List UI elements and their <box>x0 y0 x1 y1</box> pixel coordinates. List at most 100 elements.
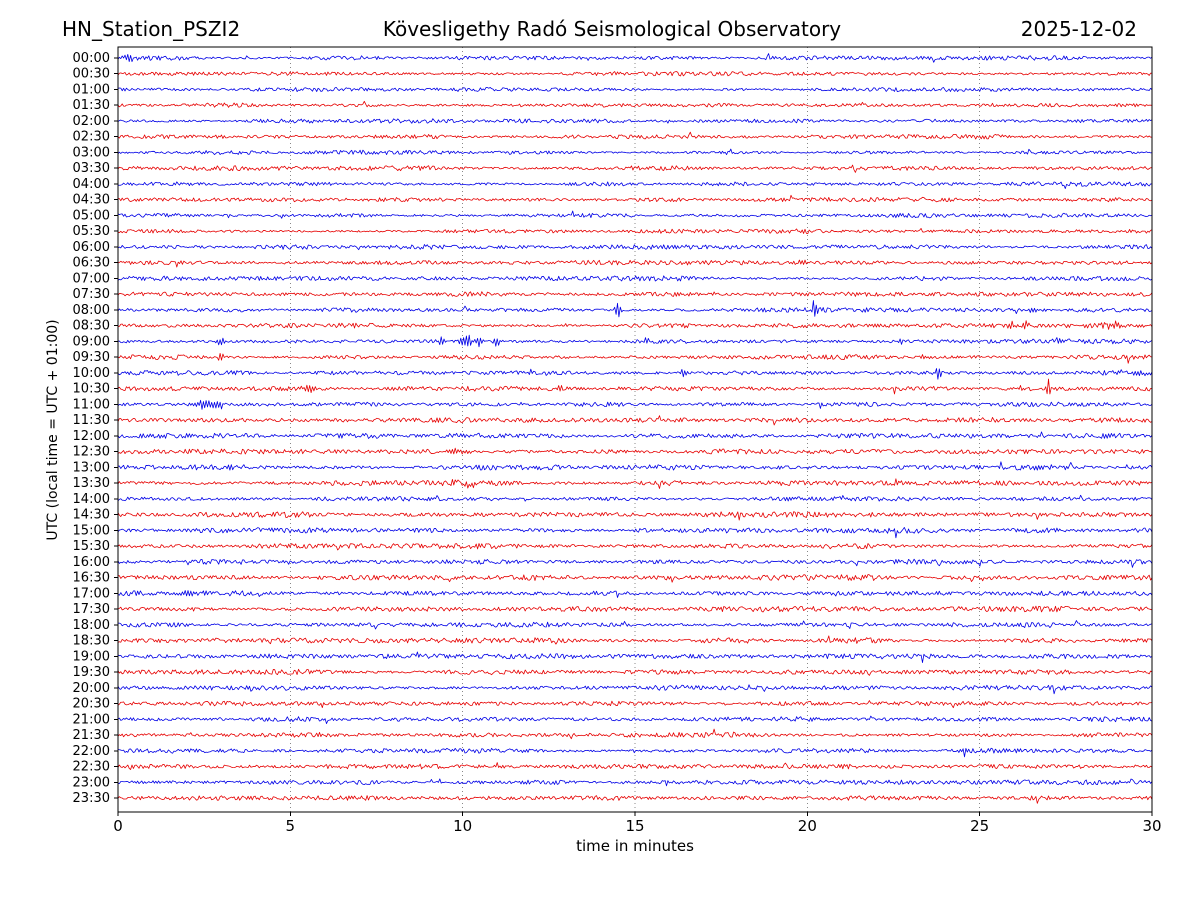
row-time-label: 17:00 <box>73 586 110 601</box>
seismogram-trace <box>117 352 1153 364</box>
seismogram-trace <box>117 447 1153 455</box>
row-time-label: 09:30 <box>73 350 110 365</box>
seismogram-trace <box>117 131 1153 140</box>
grid-lines <box>289 47 981 812</box>
row-time-label: 20:30 <box>73 697 110 712</box>
observatory-title: Kövesligethy Radó Seismological Observat… <box>383 17 841 41</box>
seismogram-trace <box>117 795 1153 804</box>
seismogram-trace <box>117 320 1153 330</box>
seismogram-trace <box>117 334 1153 348</box>
row-time-label: 11:30 <box>73 413 110 428</box>
seismogram-trace <box>117 181 1153 189</box>
row-time-label: 05:00 <box>73 208 110 223</box>
row-time-label: 05:30 <box>73 224 110 239</box>
seismogram-trace <box>117 605 1153 613</box>
x-tick-label: 20 <box>798 817 817 835</box>
row-time-label: 16:00 <box>73 555 110 570</box>
x-tick-label: 10 <box>453 817 472 835</box>
seismogram-trace <box>117 715 1153 724</box>
row-time-label: 11:00 <box>73 397 110 412</box>
row-time-label: 12:00 <box>73 429 110 444</box>
seismogram-trace <box>117 684 1153 695</box>
seismogram-trace <box>117 53 1153 63</box>
seismogram-trace <box>117 527 1153 539</box>
x-tick-label: 5 <box>286 817 296 835</box>
seismogram-trace <box>117 227 1153 235</box>
row-time-label: 22:30 <box>73 760 110 775</box>
row-time-label: 15:30 <box>73 539 110 554</box>
row-time-label: 01:30 <box>73 98 110 113</box>
seismogram-trace <box>117 300 1153 318</box>
y-axis-label: UTC (local time = UTC + 01:00) <box>45 319 61 540</box>
x-tick-label: 30 <box>1142 817 1161 835</box>
seismogram-trace <box>117 590 1153 598</box>
row-time-label: 04:00 <box>73 177 110 192</box>
seismogram-trace <box>117 164 1153 173</box>
row-time-label: 08:00 <box>73 303 110 318</box>
seismogram-trace <box>117 728 1153 740</box>
station-title: HN_Station_PSZI2 <box>62 17 240 41</box>
row-time-label: 21:00 <box>73 712 110 727</box>
seismogram-trace <box>117 635 1153 645</box>
row-time-label: 10:30 <box>73 382 110 397</box>
seismogram-trace <box>117 275 1153 282</box>
seismogram-trace <box>117 431 1153 439</box>
seismogram-trace <box>117 700 1153 709</box>
x-tick-label: 0 <box>113 817 123 835</box>
row-time-label: 19:00 <box>73 649 110 664</box>
trace-lines <box>117 53 1153 804</box>
row-time-label: 08:30 <box>73 319 110 334</box>
seismogram-trace <box>117 399 1153 410</box>
seismogram-trace <box>117 558 1153 568</box>
seismogram-trace <box>117 244 1153 251</box>
seismogram-trace <box>117 762 1153 770</box>
seismogram-trace <box>117 259 1153 268</box>
seismogram-trace <box>117 291 1153 297</box>
date-label: 2025-12-02 <box>1021 17 1137 41</box>
seismogram-trace <box>117 87 1153 93</box>
row-time-label: 02:30 <box>73 130 110 145</box>
x-axis-label: time in minutes <box>576 837 694 855</box>
seismogram-trace <box>117 368 1153 380</box>
seismogram-trace <box>117 747 1153 758</box>
seismogram-trace <box>117 71 1153 77</box>
row-time-label: 17:30 <box>73 602 110 617</box>
seismogram-trace <box>117 511 1153 521</box>
row-time-label: 14:30 <box>73 508 110 523</box>
x-tick-label: 25 <box>970 817 989 835</box>
row-time-label: 22:00 <box>73 744 110 759</box>
row-time-label: 18:00 <box>73 618 110 633</box>
row-time-label: 02:00 <box>73 114 110 129</box>
seismogram-trace <box>117 778 1153 787</box>
row-time-label: 09:00 <box>73 334 110 349</box>
row-time-label: 03:00 <box>73 145 110 160</box>
row-time-label: 19:30 <box>73 665 110 680</box>
seismogram-trace <box>117 100 1153 108</box>
seismogram-trace <box>117 461 1153 471</box>
seismogram-trace <box>117 478 1153 489</box>
seismogram-trace <box>117 574 1153 583</box>
row-time-label: 12:30 <box>73 445 110 460</box>
seismogram-trace <box>117 651 1153 663</box>
row-time-label: 20:00 <box>73 681 110 696</box>
seismogram-trace <box>117 148 1153 156</box>
row-time-label: 00:30 <box>73 67 110 82</box>
seismogram-trace <box>117 210 1153 219</box>
row-time-label: 06:00 <box>73 240 110 255</box>
row-time-label: 21:30 <box>73 728 110 743</box>
y-axis-ticks: 00:0000:3001:0001:3002:0002:3003:0003:30… <box>73 51 118 806</box>
row-time-label: 07:30 <box>73 287 110 302</box>
seismogram-trace <box>117 494 1153 502</box>
seismogram-trace <box>117 543 1153 551</box>
seismogram-trace <box>117 620 1153 630</box>
row-time-label: 00:00 <box>73 51 110 66</box>
seismogram-trace <box>117 118 1153 124</box>
row-time-label: 18:30 <box>73 634 110 649</box>
x-tick-label: 15 <box>625 817 644 835</box>
row-time-label: 16:30 <box>73 571 110 586</box>
seismogram-trace <box>117 668 1153 676</box>
row-time-label: 23:00 <box>73 775 110 790</box>
x-axis-ticks: 0 5 10 15 20 25 30 <box>113 812 1162 835</box>
